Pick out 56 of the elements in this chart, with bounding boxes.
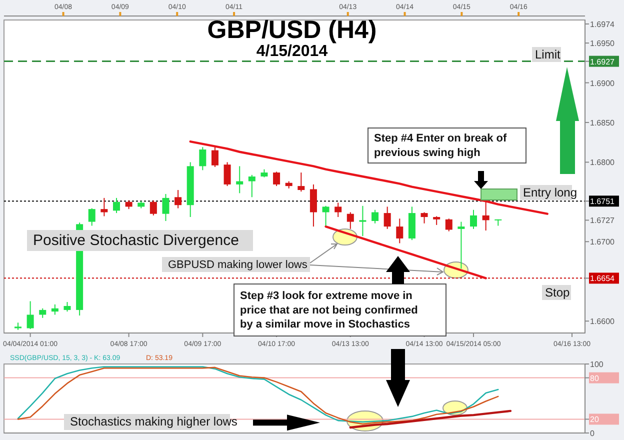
candlestick (346, 212, 354, 230)
candlestick (445, 218, 452, 232)
candlestick (470, 209, 478, 230)
y-tick-label: 80 (590, 374, 600, 383)
annotation: Step #3 look for extreme move in price that are not being confirmed by a similar move in Stochastics (240, 290, 418, 331)
candlestick (162, 193, 170, 222)
candlestick (51, 304, 58, 316)
candlestick (248, 174, 256, 198)
candlestick (310, 184, 317, 228)
y-tick-label: 1.6950 (590, 39, 616, 48)
candlestick (39, 308, 46, 318)
annotation: Positive Stochastic Divergence (33, 232, 239, 249)
y-tick-label: 1.6700 (590, 238, 616, 247)
y-tick-label: 1.6727 (590, 216, 616, 226)
chart-title: GBP/USD (H4) (207, 16, 377, 44)
ref-line-label: Stop (545, 286, 570, 300)
candlestick (26, 300, 34, 330)
candlestick (384, 206, 391, 230)
candlestick (396, 218, 404, 244)
y-tick-label: 1.6974 (590, 20, 616, 29)
candlestick (334, 202, 342, 218)
candlestick (322, 205, 330, 226)
candlestick (64, 302, 71, 312)
candlestick (112, 197, 120, 214)
candlestick (482, 200, 490, 232)
candlestick (100, 197, 108, 217)
candlestick (150, 200, 157, 216)
candlestick (273, 171, 280, 187)
y-tick-label: 1.6850 (590, 118, 616, 128)
y-tick-label: 0 (590, 429, 595, 438)
annotation: Step #4 Enter on break of previous swing high (374, 132, 507, 159)
line-series (324, 225, 487, 280)
y-tick-label: 1.6900 (590, 78, 616, 88)
candlestick (420, 212, 428, 224)
y-tick-label: 100 (590, 360, 604, 369)
ref-line-label: Limit (535, 48, 561, 62)
y-tick-label: 20 (590, 415, 600, 424)
candlestick (458, 221, 465, 270)
y-tick-label: 1.6654 (590, 274, 616, 284)
y-tick-label: 1.6927 (590, 57, 616, 66)
candlestick (359, 205, 366, 237)
candlestick (174, 190, 182, 209)
y-tick-label: 1.6751 (590, 197, 616, 206)
candlestick (88, 208, 96, 226)
y-tick-label: 1.6600 (590, 317, 616, 326)
annotation: GBPUSD making lower lows (168, 258, 308, 271)
y-tick-label: 1.6800 (590, 158, 616, 168)
candlestick (372, 209, 379, 224)
candlestick (199, 146, 206, 171)
annotation: Stochastics making higher lows (70, 414, 238, 429)
candlestick (224, 162, 231, 187)
ref-line-label: Entry long (523, 186, 578, 200)
candlestick (211, 146, 218, 168)
candlestick (236, 166, 244, 194)
candlestick (298, 172, 305, 192)
text: 4/15/2014 (256, 43, 328, 60)
